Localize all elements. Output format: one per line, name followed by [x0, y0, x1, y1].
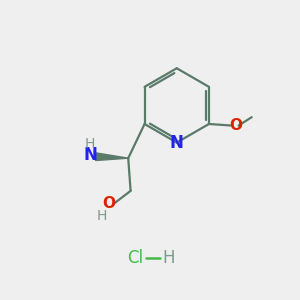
- Text: H: H: [85, 137, 95, 151]
- Text: N: N: [170, 134, 184, 152]
- Polygon shape: [95, 153, 128, 160]
- Text: N: N: [83, 146, 97, 164]
- Text: H: H: [97, 209, 107, 223]
- Text: O: O: [102, 196, 116, 211]
- Text: H: H: [162, 250, 175, 268]
- Text: Cl: Cl: [127, 250, 143, 268]
- Text: O: O: [229, 118, 242, 133]
